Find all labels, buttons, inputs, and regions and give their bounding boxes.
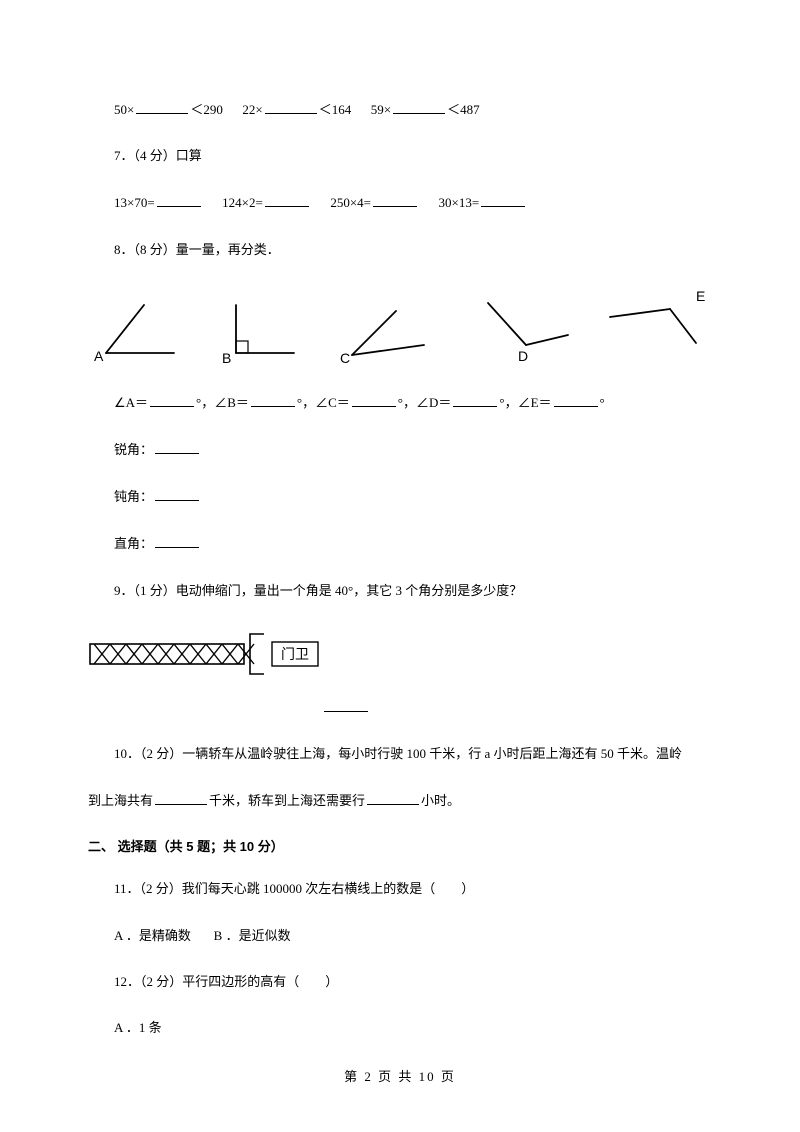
q8-c: °，∠C＝ xyxy=(297,395,350,410)
q6-e2-pre: 22× xyxy=(242,102,262,117)
q8-b-blank[interactable] xyxy=(251,393,295,407)
q8-e-blank[interactable] xyxy=(554,393,598,407)
q6-e2-blank[interactable] xyxy=(265,100,317,114)
q10-l2c: 小时。 xyxy=(421,793,460,808)
angle-a-svg: A xyxy=(88,287,198,367)
q8-c-blank[interactable] xyxy=(352,393,396,407)
q8-obtuse-blank[interactable] xyxy=(155,487,199,501)
q10-line1: 10．（2 分）一辆轿车从温岭驶往上海，每小时行驶 100 千米，行 a 小时后… xyxy=(88,745,712,763)
q8-heading: 8．（8 分）量一量，再分类． xyxy=(88,241,712,259)
q6-line: 50× ＜290 22× ＜164 59× ＜487 xyxy=(88,100,712,119)
q8-a-blank[interactable] xyxy=(150,393,194,407)
svg-text:E: E xyxy=(696,288,705,304)
q8-d-blank[interactable] xyxy=(453,393,497,407)
q7-e3: 250×4= xyxy=(330,195,371,210)
q11-opts: A ．是精确数 B ．是近似数 xyxy=(88,927,712,945)
q11-optA[interactable]: A ．是精确数 xyxy=(114,928,191,943)
q6-e2-cmp: ＜164 xyxy=(319,102,352,117)
q7-e3-blank[interactable] xyxy=(373,193,417,207)
page-footer: 第 2 页 共 10 页 xyxy=(0,1068,800,1086)
svg-text:D: D xyxy=(518,348,528,364)
q9-blank-row xyxy=(88,698,712,717)
svg-text:门卫: 门卫 xyxy=(281,647,309,663)
svg-text:C: C xyxy=(340,350,350,366)
angle-e-svg: E xyxy=(596,287,716,367)
angle-b-svg: B xyxy=(206,287,316,367)
q6-e1-cmp: ＜290 xyxy=(190,102,223,117)
q8-obtuse: 钝角： xyxy=(88,487,712,506)
q8-right-label: 直角： xyxy=(114,536,153,551)
q7-e1: 13×70= xyxy=(114,195,155,210)
angle-c-svg: C xyxy=(326,287,446,367)
q8-acute: 锐角： xyxy=(88,440,712,459)
q7-e1-blank[interactable] xyxy=(157,193,201,207)
q10-l2b: 千米，轿车到上海还需要行 xyxy=(209,793,365,808)
gate-diagram: 门卫 xyxy=(88,628,712,688)
angle-d-svg: D xyxy=(466,287,586,367)
q10-line2: 到上海共有 千米，轿车到上海还需要行 小时。 xyxy=(88,791,712,810)
q6-e3-cmp: ＜487 xyxy=(447,102,480,117)
q6-e1-blank[interactable] xyxy=(136,100,188,114)
q7-e2-blank[interactable] xyxy=(265,193,309,207)
q8-b: °，∠B＝ xyxy=(196,395,249,410)
q8-f: ° xyxy=(600,395,605,410)
q7-e4-blank[interactable] xyxy=(481,193,525,207)
gate-svg: 门卫 xyxy=(88,628,338,684)
q12-heading: 12．（2 分）平行四边形的高有（ ） xyxy=(88,973,712,991)
svg-text:B: B xyxy=(222,350,231,366)
q9-blank[interactable] xyxy=(324,698,368,712)
q12-optA[interactable]: A ．1 条 xyxy=(88,1019,712,1037)
q8-e: °，∠E＝ xyxy=(499,395,551,410)
q6-e3-blank[interactable] xyxy=(393,100,445,114)
q8-acute-label: 锐角： xyxy=(114,442,153,457)
q10-blank1[interactable] xyxy=(155,791,207,805)
q8-right: 直角： xyxy=(88,534,712,553)
q8-d: °，∠D＝ xyxy=(398,395,452,410)
q10-blank2[interactable] xyxy=(367,791,419,805)
q8-a: ∠A＝ xyxy=(114,395,148,410)
section2-title: 二、 选择题（共 5 题；共 10 分） xyxy=(88,838,712,856)
angles-diagram: A B C D E xyxy=(88,287,712,369)
q6-e3-pre: 59× xyxy=(371,102,391,117)
q9-heading: 9．（1 分）电动伸缩门，量出一个角是 40°，其它 3 个角分别是多少度？ xyxy=(88,582,712,600)
q8-acute-blank[interactable] xyxy=(155,440,199,454)
q6-e1-pre: 50× xyxy=(114,102,134,117)
q11-optB[interactable]: B ．是近似数 xyxy=(214,928,291,943)
q8-right-blank[interactable] xyxy=(155,534,199,548)
q11-heading: 11．（2 分）我们每天心跳 100000 次左右横线上的数是（ ） xyxy=(88,880,712,898)
q8-obtuse-label: 钝角： xyxy=(114,489,153,504)
q7-line: 13×70= 124×2= 250×4= 30×13= xyxy=(88,193,712,212)
q7-e2: 124×2= xyxy=(222,195,263,210)
q7-heading: 7．（4 分）口算 xyxy=(88,147,712,165)
q10-l2a: 到上海共有 xyxy=(88,793,153,808)
svg-text:A: A xyxy=(94,348,104,364)
q7-e4: 30×13= xyxy=(439,195,480,210)
q8-measure-line: ∠A＝ °，∠B＝ °，∠C＝ °，∠D＝ °，∠E＝ ° xyxy=(88,393,712,412)
